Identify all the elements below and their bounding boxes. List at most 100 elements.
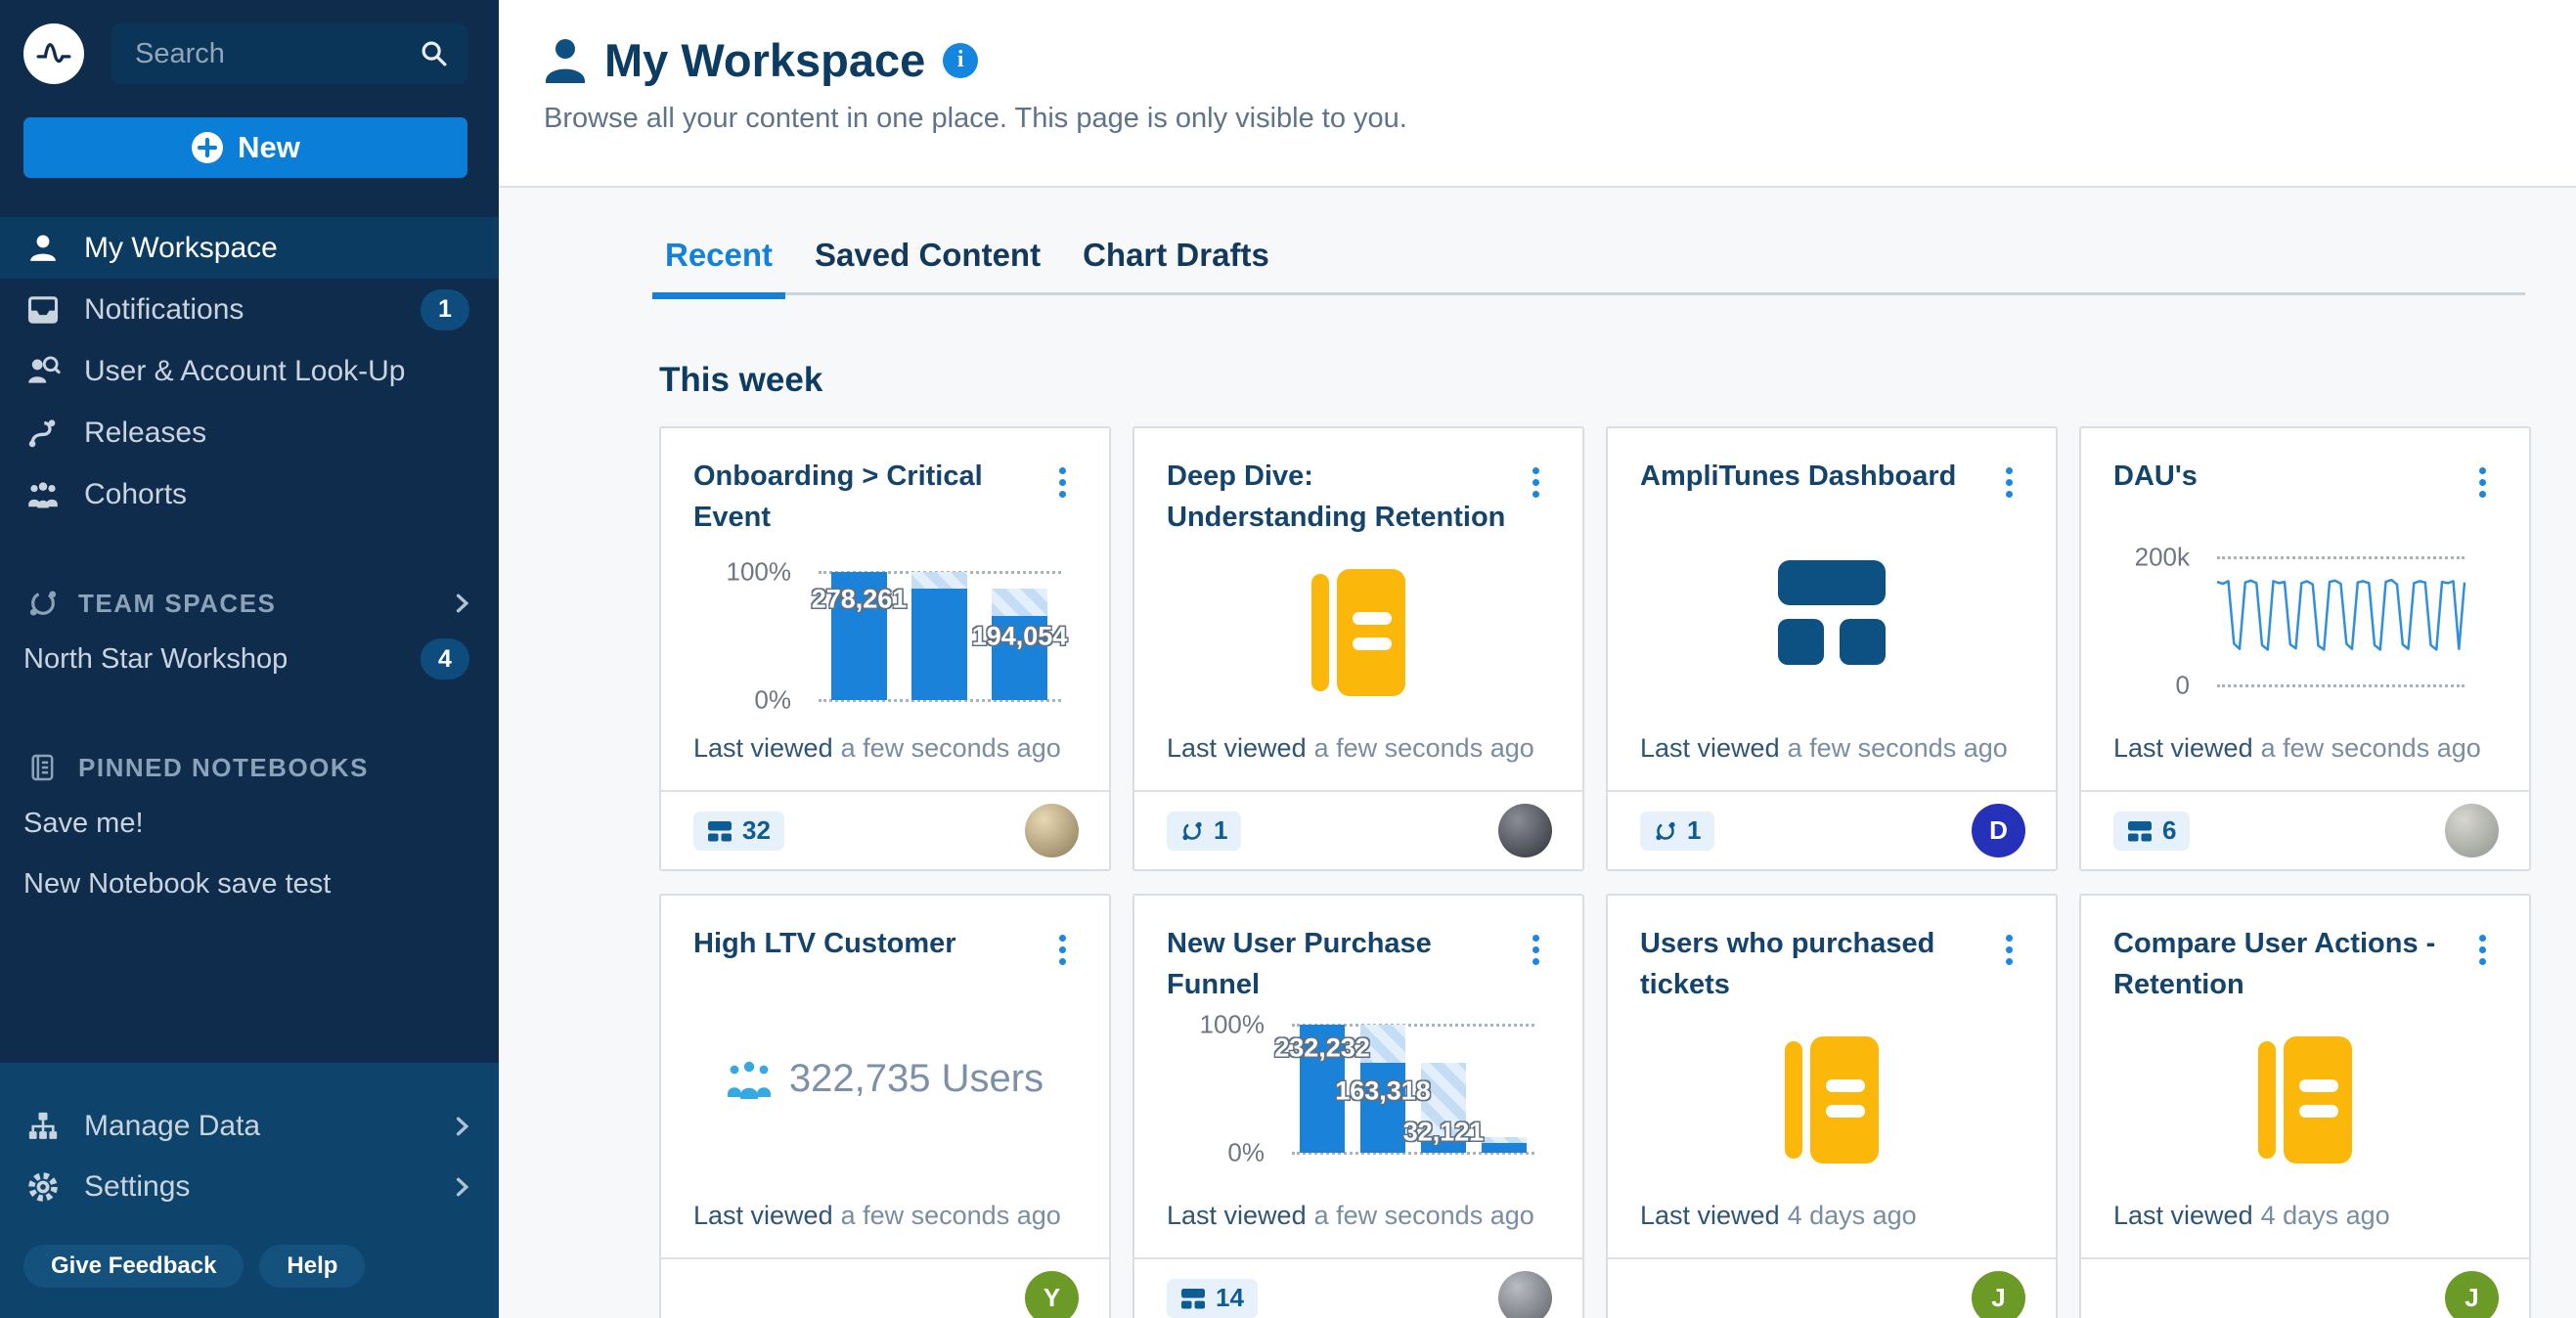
dashboard-count-badge[interactable]: 6 <box>2113 811 2191 851</box>
sidebar: New My Workspace Notifications 1 Us <box>0 0 499 1318</box>
help-button[interactable]: Help <box>259 1245 366 1288</box>
last-viewed: Last viewed a few seconds ago <box>1167 1201 1534 1230</box>
info-icon[interactable]: i <box>943 42 979 78</box>
kebab-menu-icon[interactable] <box>2002 931 2017 1005</box>
card-new-user-purchase-funnel[interactable]: New User Purchase Funnel 100% 0% 232,232… <box>1133 894 1584 1318</box>
card-footer: 14 <box>1134 1257 1582 1318</box>
avatar[interactable]: J <box>2445 1271 2499 1318</box>
gridline <box>2217 684 2465 687</box>
team-spaces-header[interactable]: TEAM SPACES <box>0 578 499 629</box>
last-viewed: Last viewed 4 days ago <box>1640 1201 1917 1230</box>
sidebar-search <box>111 23 467 84</box>
sidebar-item-cohorts[interactable]: Cohorts <box>0 463 499 525</box>
card-deep-dive-understanding-retention[interactable]: Deep Dive: Understanding Retention Last … <box>1133 426 1584 871</box>
last-viewed: Last viewed a few seconds ago <box>693 1201 1061 1230</box>
card-footer: Y <box>661 1257 1109 1318</box>
sidebar-item-manage-data[interactable]: Manage Data <box>23 1096 469 1157</box>
avatar[interactable]: D <box>1972 804 2025 857</box>
card-users-who-purchased-tickets[interactable]: Users who purchased tickets Last viewed 4… <box>1606 894 2058 1318</box>
avatar[interactable] <box>1025 804 1079 857</box>
dashboard-count-badge[interactable]: 14 <box>1167 1278 1258 1318</box>
dashboard-icon <box>1181 1288 1205 1308</box>
y-axis-max-label: 100% <box>1199 1009 1266 1039</box>
tab-chart-drafts[interactable]: Chart Drafts <box>1083 237 1269 273</box>
kebab-menu-icon[interactable] <box>1055 931 1070 969</box>
card-amplitunes-dashboard[interactable]: AmpliTunes Dashboard Last viewed a few se… <box>1606 426 2058 871</box>
card-title[interactable]: Users who purchased tickets <box>1640 928 1935 1000</box>
y-axis-min-label: 0 <box>2175 670 2190 700</box>
kebab-menu-icon[interactable] <box>1055 463 1070 538</box>
card-high-ltv-customer[interactable]: High LTV Customer 322,735 Users Last vie… <box>659 894 1111 1318</box>
amplitude-logo[interactable] <box>23 23 84 84</box>
card-title[interactable]: High LTV Customer <box>693 928 956 959</box>
spaces-icon <box>1182 821 1202 840</box>
cards-grid: Onboarding > Critical Event 100% 0% 278,… <box>659 426 2576 1318</box>
card-compare-user-actions-retention[interactable]: Compare User Actions - Retention Last vi… <box>2079 894 2531 1318</box>
sidebar-item-label: Releases <box>84 416 207 449</box>
kebab-menu-icon[interactable] <box>1529 463 1543 538</box>
avatar[interactable] <box>1498 804 1552 857</box>
sidebar-item-new-notebook-save-test[interactable]: New Notebook save test <box>0 854 499 914</box>
plus-icon <box>192 132 224 163</box>
gridline <box>2217 556 2465 559</box>
team-spaces-section: TEAM SPACES North Star Workshop 4 <box>0 578 499 689</box>
card-title[interactable]: Onboarding > Critical Event <box>693 461 983 533</box>
kebab-menu-icon[interactable] <box>2475 463 2490 502</box>
notebook-icon <box>1785 1036 1879 1164</box>
avatar[interactable] <box>1498 1271 1552 1318</box>
card-footer: 6 <box>2081 790 2529 869</box>
gridline <box>1292 1024 1534 1027</box>
sidebar-nav: My Workspace Notifications 1 User & Acco… <box>0 217 499 525</box>
card-title[interactable]: Deep Dive: Understanding Retention <box>1167 461 1506 533</box>
spaces-count-badge[interactable]: 1 <box>1167 811 1242 851</box>
sidebar-item-user-account-lookup[interactable]: User & Account Look-Up <box>0 340 499 402</box>
sidebar-item-settings[interactable]: Settings <box>23 1157 469 1217</box>
new-button[interactable]: New <box>23 117 467 178</box>
page-header: My Workspace i Browse all your content i… <box>499 0 2576 188</box>
sidebar-item-save-me[interactable]: Save me! <box>0 793 499 854</box>
card-title[interactable]: Compare User Actions - Retention <box>2113 928 2436 1000</box>
spaces-count-badge[interactable]: 1 <box>1640 811 1715 851</box>
last-viewed: Last viewed a few seconds ago <box>693 733 1061 763</box>
tab-bar: Recent Saved Content Chart Drafts <box>652 237 2525 299</box>
funnel-bars: 232,232 163,318 32,121 <box>1274 1025 1534 1153</box>
chevron-right-icon <box>456 1177 469 1197</box>
card-title[interactable]: New User Purchase Funnel <box>1167 928 1432 1000</box>
avatar[interactable]: J <box>1972 1271 2025 1318</box>
notebook-icon <box>2258 1036 2352 1164</box>
card-title[interactable]: DAU's <box>2113 461 2198 492</box>
spaces-icon <box>23 587 63 620</box>
sidebar-item-my-workspace[interactable]: My Workspace <box>0 217 499 279</box>
avatar[interactable] <box>2445 804 2499 857</box>
card-title[interactable]: AmpliTunes Dashboard <box>1640 461 1957 492</box>
sidebar-item-label: Cohorts <box>84 477 188 510</box>
kebab-menu-icon[interactable] <box>2002 463 2017 502</box>
search-input[interactable] <box>111 23 467 84</box>
sidebar-item-notifications[interactable]: Notifications 1 <box>0 279 499 340</box>
inbox-icon <box>23 292 63 328</box>
avatar[interactable]: Y <box>1025 1271 1079 1318</box>
card-onboarding-critical-event[interactable]: Onboarding > Critical Event 100% 0% 278,… <box>659 426 1111 871</box>
card-footer: J <box>2081 1257 2529 1318</box>
sidebar-item-label: User & Account Look-Up <box>84 354 406 387</box>
search-icon[interactable] <box>419 38 450 69</box>
card-daus[interactable]: DAU's 200k 0 Last viewed a few seconds ag… <box>2079 426 2531 871</box>
chevron-right-icon[interactable] <box>456 593 469 613</box>
sidebar-item-releases[interactable]: Releases <box>0 402 499 463</box>
space-item-label: North Star Workshop <box>23 642 289 675</box>
tab-recent[interactable]: Recent <box>652 237 786 299</box>
funnel-chart: 100% 0% 232,232 163,318 32,121 <box>1167 1010 1553 1167</box>
line-chart: 200k 0 <box>2113 543 2500 700</box>
kebab-menu-icon[interactable] <box>2475 931 2490 1005</box>
kebab-menu-icon[interactable] <box>1529 931 1543 1005</box>
give-feedback-button[interactable]: Give Feedback <box>23 1245 244 1288</box>
tab-saved-content[interactable]: Saved Content <box>815 237 1042 273</box>
sitemap-icon <box>23 1109 63 1144</box>
cohort-user-count: 322,735 Users <box>788 1057 1044 1100</box>
dashboard-count-badge[interactable]: 32 <box>693 811 784 851</box>
pinned-notebooks-label: PINNED NOTEBOOKS <box>78 752 370 782</box>
new-button-label: New <box>238 130 300 164</box>
pinned-notebooks-section: PINNED NOTEBOOKS Save me! New Notebook s… <box>0 742 499 914</box>
sidebar-item-north-star-workshop[interactable]: North Star Workshop 4 <box>0 629 499 689</box>
